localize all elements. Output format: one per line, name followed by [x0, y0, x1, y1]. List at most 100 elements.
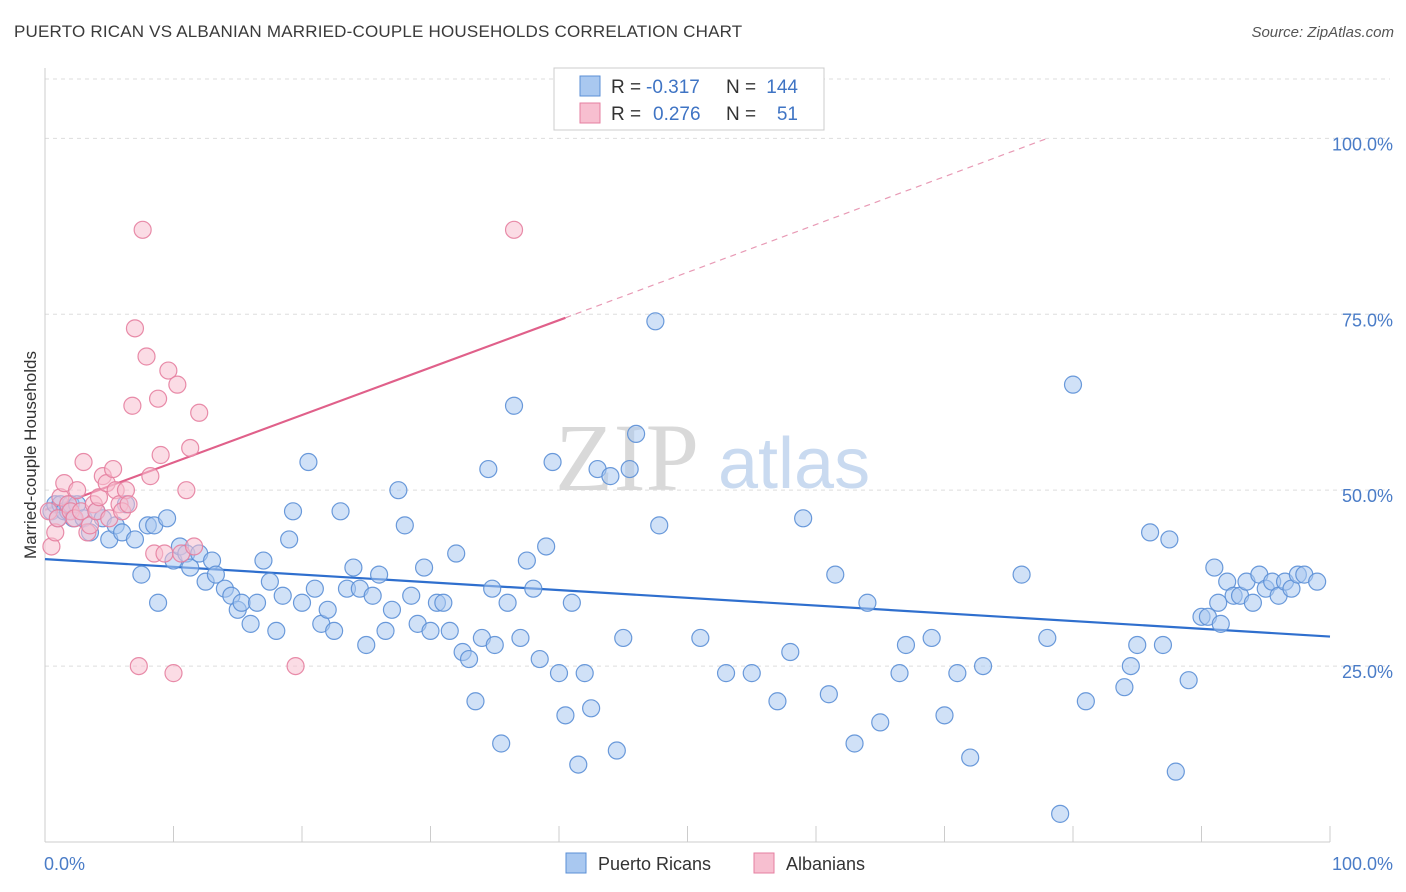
legend-n-value-1: 144 [766, 77, 798, 98]
point-puerto-ricans-104 [819, 685, 838, 704]
point-puerto-ricans-85 [556, 706, 575, 725]
point-puerto-ricans-63 [421, 621, 440, 641]
point-puerto-ricans-113 [948, 664, 967, 683]
point-puerto-ricans-43 [292, 593, 312, 612]
point-puerto-ricans-102 [781, 642, 800, 662]
point-puerto-ricans-112 [935, 706, 954, 725]
point-albanians-44 [286, 656, 305, 676]
point-puerto-ricans-66 [440, 621, 459, 641]
point-puerto-ricans-40 [273, 586, 292, 605]
point-puerto-ricans-147 [1308, 572, 1327, 591]
point-puerto-ricans-125 [1153, 635, 1173, 655]
y-axis-label: Married-couple Households [21, 351, 40, 559]
point-puerto-ricans-75 [492, 734, 511, 753]
legend-swatch-albanians [579, 102, 601, 124]
point-puerto-ricans-101 [768, 692, 787, 711]
point-puerto-ricans-118 [1051, 804, 1070, 823]
point-puerto-ricans-93 [614, 628, 633, 648]
point-puerto-ricans-48 [325, 621, 344, 641]
watermark: ZIP atlas [555, 404, 870, 511]
point-puerto-ricans-82 [537, 537, 556, 556]
point-puerto-ricans-80 [524, 579, 543, 598]
point-albanians-35 [155, 544, 174, 563]
point-puerto-ricans-78 [511, 628, 530, 648]
point-puerto-ricans-41 [280, 530, 299, 549]
point-puerto-ricans-92 [607, 741, 626, 760]
point-puerto-ricans-55 [370, 565, 389, 584]
y-tick-labels: 25.0% 50.0% 75.0% 100.0% [1332, 134, 1393, 682]
point-puerto-ricans-116 [1012, 565, 1031, 584]
point-puerto-ricans-124 [1140, 523, 1160, 542]
point-puerto-ricans-128 [1179, 671, 1198, 690]
point-puerto-ricans-96 [646, 312, 665, 331]
point-puerto-ricans-38 [260, 572, 279, 591]
bottom-legend-albanians: Albanians [786, 854, 865, 874]
data-points [39, 220, 1327, 823]
chart-source: Source: ZipAtlas.com [1251, 24, 1394, 41]
point-albanians-28 [129, 656, 148, 676]
point-albanians-38 [168, 375, 187, 394]
point-puerto-ricans-114 [961, 748, 980, 767]
point-puerto-ricans-49 [331, 502, 350, 521]
x-tick-label-0: 0.0% [44, 854, 85, 874]
point-puerto-ricans-138 [1243, 593, 1263, 612]
legend-swatch-puerto-ricans [579, 75, 601, 97]
point-puerto-ricans-111 [922, 628, 941, 648]
point-puerto-ricans-42 [283, 502, 303, 521]
point-puerto-ricans-77 [504, 396, 524, 415]
axes [44, 68, 1331, 843]
point-puerto-ricans-54 [363, 586, 382, 605]
point-albanians-11 [74, 452, 93, 472]
point-puerto-ricans-89 [582, 699, 601, 718]
trend-lines [44, 137, 1331, 638]
point-puerto-ricans-95 [626, 424, 646, 443]
point-puerto-ricans-47 [318, 600, 337, 619]
point-puerto-ricans-18 [132, 565, 151, 584]
point-puerto-ricans-45 [305, 579, 324, 598]
point-albanians-42 [184, 537, 204, 556]
point-puerto-ricans-81 [530, 649, 549, 669]
point-puerto-ricans-51 [344, 558, 363, 577]
point-puerto-ricans-117 [1038, 628, 1057, 648]
point-puerto-ricans-108 [871, 713, 890, 732]
point-puerto-ricans-98 [691, 628, 710, 648]
point-puerto-ricans-70 [466, 692, 485, 711]
point-albanians-16 [89, 488, 109, 507]
point-albanians-41 [181, 438, 200, 458]
bottom-legend-swatch-albanians [753, 852, 775, 874]
point-puerto-ricans-88 [575, 664, 594, 683]
watermark-atlas: atlas [718, 424, 870, 504]
point-albanians-25 [119, 495, 138, 514]
bottom-legend: Puerto Ricans Albanians [565, 852, 865, 874]
point-albanians-31 [141, 467, 160, 486]
legend-n-label-2: N = [726, 104, 756, 125]
point-albanians-36 [159, 361, 178, 380]
point-puerto-ricans-131 [1205, 558, 1224, 577]
point-albanians-40 [177, 481, 196, 500]
legend-r-value-1: -0.317 [646, 77, 700, 98]
point-puerto-ricans-119 [1063, 375, 1083, 394]
y-tick-label-100: 100.0% [1332, 134, 1393, 154]
x-tick-labels: 0.0% 100.0% [44, 854, 1393, 874]
point-puerto-ricans-53 [357, 635, 376, 655]
legend-r-value-2: 0.276 [653, 104, 701, 125]
point-puerto-ricans-26 [181, 558, 200, 577]
point-albanians-26 [123, 396, 142, 415]
point-puerto-ricans-57 [382, 600, 402, 619]
point-puerto-ricans-72 [479, 459, 498, 479]
point-puerto-ricans-127 [1166, 762, 1185, 781]
point-puerto-ricans-126 [1160, 530, 1179, 549]
y-tick-label-50: 50.0% [1342, 486, 1393, 506]
point-puerto-ricans-17 [125, 530, 145, 549]
point-puerto-ricans-39 [267, 621, 286, 641]
legend-r-label-1: R = [611, 77, 641, 98]
point-puerto-ricans-74 [485, 635, 504, 655]
point-puerto-ricans-79 [517, 551, 536, 570]
point-puerto-ricans-109 [890, 664, 909, 683]
point-puerto-ricans-99 [716, 664, 736, 683]
chart-title: PUERTO RICAN VS ALBANIAN MARRIED-COUPLE … [14, 22, 743, 41]
point-puerto-ricans-133 [1211, 614, 1230, 633]
legend-n-value-2: 51 [777, 104, 798, 125]
grid-lines [45, 78, 1390, 667]
